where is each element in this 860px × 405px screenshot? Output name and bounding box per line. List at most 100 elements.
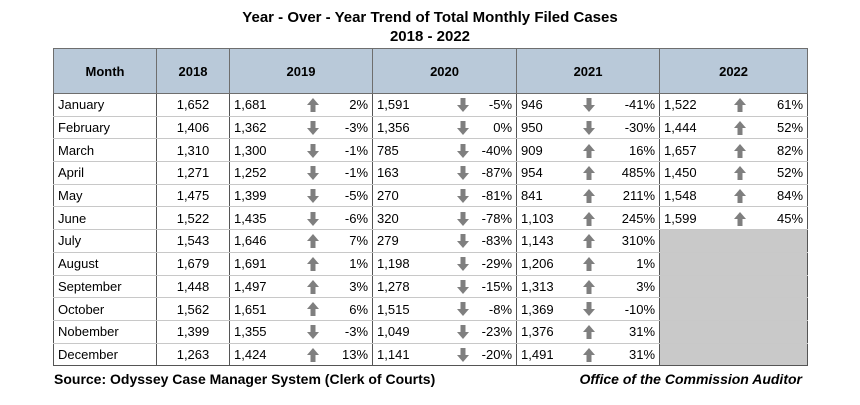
table-row: July 1,543 1,646 7% 279 -83% 1,143 310%: [53, 229, 809, 253]
value-2018-cell: 1,271: [156, 161, 230, 185]
column-header-month: Month: [53, 48, 157, 94]
arrow-up-icon: [306, 347, 320, 363]
arrow-down-icon: [306, 120, 320, 136]
value-2020-cell: 1,515: [372, 297, 449, 321]
pct-change-2020-cell: -40%: [476, 138, 518, 163]
pct-change-2019-cell: -5%: [326, 183, 374, 208]
value-2018-cell: 1,543: [156, 229, 230, 253]
value-2022-cell: 1,548: [659, 183, 726, 208]
arrow-up-icon: [582, 143, 596, 159]
empty-2022-cell: [659, 251, 809, 276]
pct-change-2020-cell: -5%: [476, 93, 518, 117]
value-2022-cell: 1,450: [659, 161, 726, 185]
value-2021-cell: 1,206: [516, 251, 575, 276]
chart-title: Year - Over - Year Trend of Total Monthl…: [242, 9, 618, 26]
arrow-down-icon: [582, 301, 596, 317]
value-2021-cell: 954: [516, 161, 575, 185]
arrow-up-icon: [733, 188, 747, 204]
pct-change-2021-cell: 16%: [602, 138, 661, 163]
arrow-down-icon: [456, 211, 470, 227]
trend-arrow-cell: [448, 297, 477, 321]
trend-arrow-cell: [448, 229, 477, 253]
table-body: January 1,652 1,681 2% 1,591 -5% 946 -41% 1,522 6…: [53, 93, 809, 367]
arrow-up-icon: [733, 143, 747, 159]
arrow-down-icon: [456, 279, 470, 295]
trend-arrow-cell: [298, 93, 327, 117]
arrow-down-icon: [456, 165, 470, 181]
trend-arrow-cell: [298, 297, 327, 321]
pct-change-2022-cell: 61%: [753, 93, 809, 117]
pct-change-2021-cell: 31%: [602, 342, 661, 367]
table-row: January 1,652 1,681 2% 1,591 -5% 946 -41% 1,522 6…: [53, 93, 809, 117]
value-2018-cell: 1,652: [156, 93, 230, 117]
pct-change-2022-cell: 52%: [753, 115, 809, 140]
value-2018-cell: 1,448: [156, 274, 230, 299]
value-2019-cell: 1,424: [229, 342, 299, 367]
pct-change-2020-cell: -23%: [476, 319, 518, 344]
empty-2022-cell: [659, 274, 809, 299]
value-2020-cell: 1,198: [372, 251, 449, 276]
value-2021-cell: 1,313: [516, 274, 575, 299]
value-2018-cell: 1,522: [156, 206, 230, 231]
trend-arrow-cell: [725, 183, 754, 208]
arrow-up-icon: [582, 188, 596, 204]
trend-arrow-cell: [574, 93, 603, 117]
arrow-up-icon: [582, 324, 596, 340]
pct-change-2020-cell: -20%: [476, 342, 518, 367]
value-2018-cell: 1,475: [156, 183, 230, 208]
pct-change-2022-cell: 82%: [753, 138, 809, 163]
value-2019-cell: 1,435: [229, 206, 299, 231]
pct-change-2021-cell: 1%: [602, 251, 661, 276]
trend-arrow-cell: [574, 297, 603, 321]
pct-change-2021-cell: 3%: [602, 274, 661, 299]
arrow-down-icon: [306, 188, 320, 204]
month-cell: September: [53, 274, 157, 299]
month-cell: May: [53, 183, 157, 208]
arrow-down-icon: [306, 165, 320, 181]
table-row: May 1,475 1,399 -5% 270 -81% 841 211% 1,548 84%: [53, 183, 809, 208]
month-cell: January: [53, 93, 157, 117]
empty-2022-cell: [659, 297, 809, 321]
value-2020-cell: 1,591: [372, 93, 449, 117]
arrow-down-icon: [582, 120, 596, 136]
trend-arrow-cell: [448, 161, 477, 185]
table-row: September 1,448 1,497 3% 1,278 -15% 1,313 3%: [53, 274, 809, 299]
trend-arrow-cell: [298, 229, 327, 253]
arrow-up-icon: [733, 211, 747, 227]
trend-arrow-cell: [448, 206, 477, 231]
arrow-down-icon: [456, 256, 470, 272]
pct-change-2021-cell: 31%: [602, 319, 661, 344]
trend-arrow-cell: [574, 115, 603, 140]
arrow-up-icon: [306, 97, 320, 113]
column-header-2020: 2020: [372, 48, 518, 94]
value-2018-cell: 1,263: [156, 342, 230, 367]
trend-arrow-cell: [448, 93, 477, 117]
arrow-down-icon: [456, 233, 470, 249]
arrow-up-icon: [582, 256, 596, 272]
value-2019-cell: 1,362: [229, 115, 299, 140]
trend-arrow-cell: [448, 183, 477, 208]
value-2021-cell: 1,369: [516, 297, 575, 321]
value-2021-cell: 946: [516, 93, 575, 117]
pct-change-2021-cell: 485%: [602, 161, 661, 185]
arrow-up-icon: [306, 256, 320, 272]
column-header-2021: 2021: [516, 48, 661, 94]
arrow-up-icon: [306, 233, 320, 249]
empty-2022-cell: [659, 229, 809, 253]
pct-change-2021-cell: 310%: [602, 229, 661, 253]
pct-change-2021-cell: -10%: [602, 297, 661, 321]
empty-2022-cell: [659, 319, 809, 344]
trend-arrow-cell: [448, 115, 477, 140]
arrow-down-icon: [456, 143, 470, 159]
trend-arrow-cell: [574, 319, 603, 344]
trend-arrow-cell: [448, 342, 477, 367]
value-2019-cell: 1,355: [229, 319, 299, 344]
arrow-down-icon: [456, 120, 470, 136]
pct-change-2022-cell: 84%: [753, 183, 809, 208]
trend-arrow-cell: [298, 183, 327, 208]
pct-change-2019-cell: 13%: [326, 342, 374, 367]
trend-arrow-cell: [574, 342, 603, 367]
arrow-up-icon: [582, 233, 596, 249]
arrow-down-icon: [306, 324, 320, 340]
arrow-up-icon: [582, 165, 596, 181]
